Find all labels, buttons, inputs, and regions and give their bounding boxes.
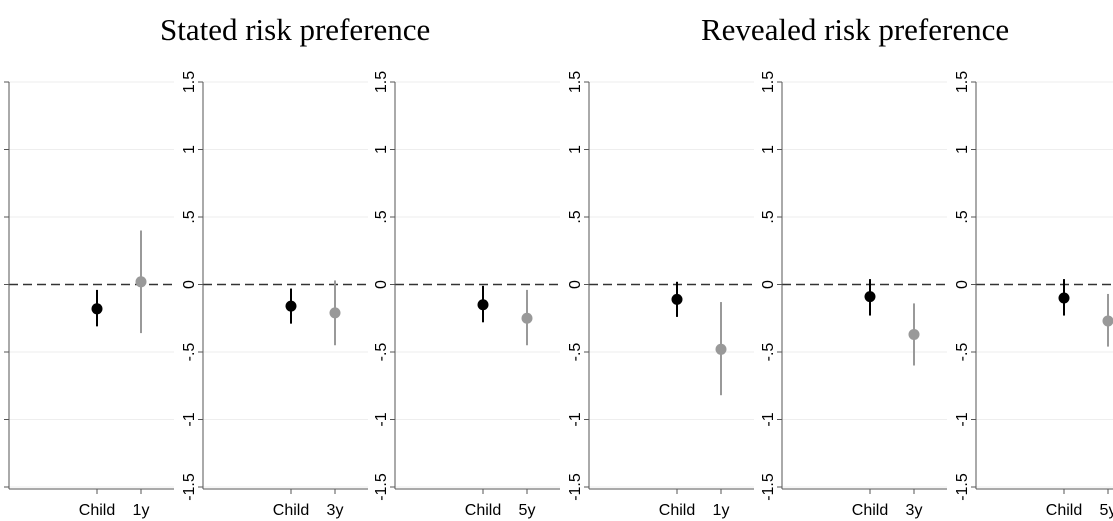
y-tick-label: -1 (0, 412, 4, 426)
y-tick-label: 1.5 (760, 71, 777, 93)
y-tick-label: -1 (373, 412, 390, 426)
y-tick-label: -1.5 (181, 473, 198, 501)
x-tick-label: 1y (713, 502, 730, 519)
y-tick-label: -1 (954, 412, 971, 426)
panel-5: -1.5 -1 -.5 0 .5 1 1.5 Child 3y (760, 71, 947, 519)
y-tick-label: 1 (181, 145, 198, 154)
y-tick-label: .5 (760, 210, 777, 223)
panel-1: -1.5 -1 -.5 0 .5 1 1.5 Child 1y (0, 71, 174, 519)
y-tick-label: -.5 (567, 343, 584, 362)
y-tick-label: 1.5 (373, 71, 390, 93)
point-estimate (908, 328, 920, 340)
point-estimate (329, 307, 341, 319)
y-tick-label: 1 (567, 145, 584, 154)
y-tick-label: -1.5 (954, 473, 971, 501)
y-tick-label: -.5 (373, 343, 390, 362)
point-estimate (91, 303, 103, 315)
y-tick-label: -1.5 (373, 473, 390, 501)
y-tick-label: -.5 (954, 343, 971, 362)
y-tick-label: 0 (373, 280, 390, 289)
point-estimate (671, 293, 683, 305)
y-tick-label: 0 (567, 280, 584, 289)
y-tick-label: -1 (567, 412, 584, 426)
y-tick-label: 1.5 (954, 71, 971, 93)
revealed-risk-title: Revealed risk preference (701, 12, 1010, 47)
x-tick-label: Child (659, 502, 695, 519)
x-tick-label: 5y (519, 502, 536, 519)
y-tick-label: 0 (954, 280, 971, 289)
panel-2: -1.5 -1 -.5 0 .5 1 1.5 Child 3y (181, 71, 368, 519)
x-tick-label: Child (273, 502, 309, 519)
x-tick-label: 1y (133, 502, 150, 519)
y-tick-label: -1.5 (760, 473, 777, 501)
y-tick-label: 1.5 (181, 71, 198, 93)
y-tick-label: -.5 (760, 343, 777, 362)
panel-4: -1.5 -1 -.5 0 .5 1 1.5 Child 1y (567, 71, 754, 519)
y-tick-label: -.5 (181, 343, 198, 362)
y-tick-label: -1.5 (0, 473, 4, 501)
y-tick-label: -1 (760, 412, 777, 426)
y-tick-label: 1 (760, 145, 777, 154)
point-estimate (1102, 315, 1113, 327)
x-tick-label: Child (1046, 502, 1082, 519)
point-estimate (864, 291, 876, 303)
y-tick-label: 0 (181, 280, 198, 289)
x-tick-label: Child (79, 502, 115, 519)
y-tick-label: .5 (567, 210, 584, 223)
y-tick-label: -1.5 (567, 473, 584, 501)
stated-risk-title: Stated risk preference (160, 12, 431, 47)
y-tick-label: .5 (373, 210, 390, 223)
x-tick-label: Child (465, 502, 501, 519)
y-tick-label: -1 (181, 412, 198, 426)
point-estimate (477, 299, 489, 311)
point-estimate (715, 343, 727, 355)
y-tick-label: .5 (954, 210, 971, 223)
y-tick-label: .5 (0, 210, 4, 223)
panel-6: -1.5 -1 -.5 0 .5 1 1.5 Child 5y (954, 71, 1113, 519)
y-tick-label: -.5 (0, 343, 4, 362)
y-tick-label: .5 (181, 210, 198, 223)
y-tick-label: 1 (373, 145, 390, 154)
y-tick-label: 1 (954, 145, 971, 154)
point-estimate (285, 300, 297, 312)
y-tick-label: 0 (0, 280, 4, 289)
y-tick-label: 1 (0, 145, 4, 154)
point-estimate (521, 312, 533, 324)
point-estimate (135, 276, 147, 288)
y-tick-label: 0 (760, 280, 777, 289)
x-tick-label: 3y (906, 502, 923, 519)
x-tick-label: Child (852, 502, 888, 519)
x-tick-label: 5y (1100, 502, 1113, 519)
x-tick-label: 3y (327, 502, 344, 519)
y-tick-label: 1.5 (0, 71, 4, 93)
panel-3: -1.5 -1 -.5 0 .5 1 1.5 Child 5y (373, 71, 560, 519)
point-estimate (1058, 292, 1070, 304)
y-tick-label: 1.5 (567, 71, 584, 93)
